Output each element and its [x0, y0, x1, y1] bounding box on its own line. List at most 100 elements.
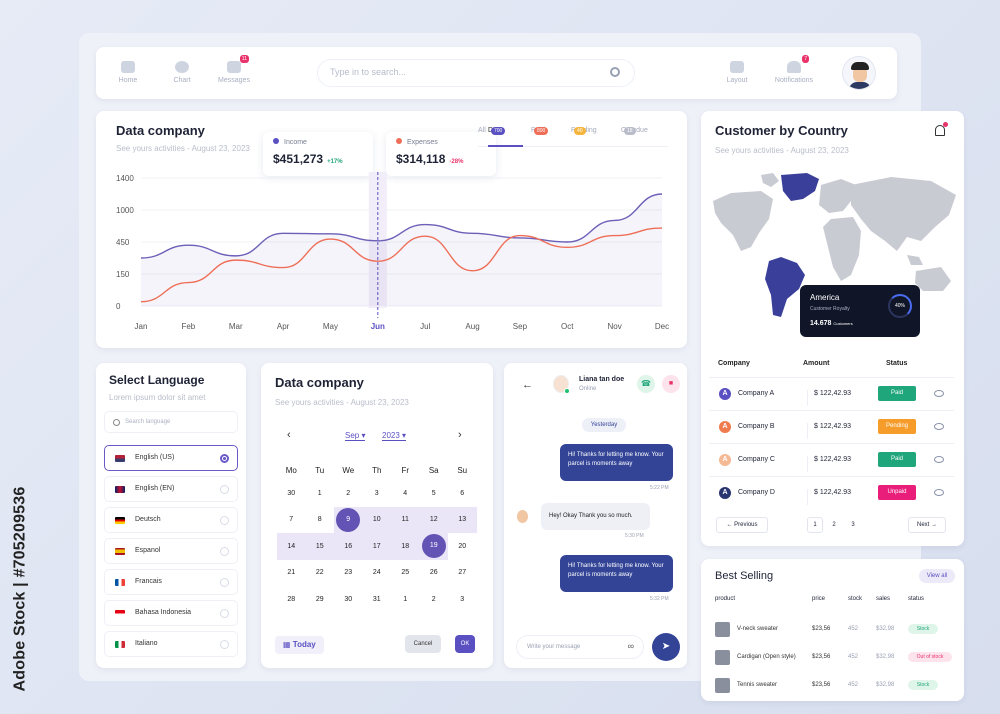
- calendar-day[interactable]: 1: [317, 489, 322, 497]
- calendar-day[interactable]: 12: [419, 506, 448, 533]
- calendar-day[interactable]: 3: [374, 489, 379, 497]
- calendar-day[interactable]: 28: [287, 595, 296, 603]
- video-call-button[interactable]: ■: [662, 375, 680, 393]
- calendar-day[interactable]: 5: [431, 489, 436, 497]
- calendar-day[interactable]: 31: [372, 595, 381, 603]
- eye-icon[interactable]: [934, 456, 944, 463]
- calendar-day[interactable]: 4: [403, 489, 408, 497]
- calendar-day[interactable]: 3: [460, 595, 465, 603]
- nav-messages[interactable]: 11 Messages: [218, 55, 250, 84]
- calendar-day[interactable]: 26: [429, 569, 438, 577]
- calendar-day[interactable]: 7: [289, 516, 294, 524]
- search-icon: [113, 419, 120, 426]
- language-option[interactable]: English (EN): [104, 476, 238, 502]
- product-row[interactable]: Cardigan (Open style) $23,56 452 $32,98 Out …: [701, 645, 964, 672]
- search-icon[interactable]: [610, 67, 620, 77]
- calendar-day[interactable]: 20: [458, 542, 467, 550]
- calendar-day[interactable]: 18: [391, 533, 420, 560]
- language-search-input[interactable]: Search language: [104, 411, 238, 433]
- search-input[interactable]: Type in to search...: [318, 60, 634, 86]
- calendar-day[interactable]: 22: [315, 569, 324, 577]
- product-stock: 452: [848, 626, 859, 632]
- previous-page-button[interactable]: ← Previous: [716, 517, 768, 533]
- attachment-icon[interactable]: ∞: [627, 641, 634, 651]
- calendar-day-selected[interactable]: 9: [334, 506, 363, 533]
- phone-icon: ☎: [641, 379, 651, 388]
- calendar-day[interactable]: 1: [403, 595, 408, 603]
- eye-icon[interactable]: [934, 489, 944, 496]
- language-option[interactable]: English (US): [104, 445, 238, 471]
- calendar-day[interactable]: 2: [346, 489, 351, 497]
- language-option[interactable]: Bahasa Indonesia: [104, 600, 238, 626]
- calendar-day[interactable]: 13: [448, 506, 477, 533]
- calendar-day-selected[interactable]: 19: [419, 533, 448, 560]
- radio-button[interactable]: [220, 485, 229, 494]
- flag-icon: [115, 548, 125, 555]
- calendar-day[interactable]: 23: [344, 569, 353, 577]
- calendar-day[interactable]: 2: [431, 595, 436, 603]
- prev-month-button[interactable]: ‹: [287, 429, 291, 441]
- calendar-day[interactable]: 10: [362, 506, 391, 533]
- message-input[interactable]: Write your message ∞: [516, 635, 644, 659]
- calendar-title: Data company: [275, 375, 364, 390]
- flag-icon: [115, 610, 125, 617]
- product-price: $23,56: [812, 654, 831, 660]
- alert-bell-icon[interactable]: [935, 122, 948, 136]
- calendar-day[interactable]: 6: [460, 489, 465, 497]
- user-avatar[interactable]: [842, 56, 876, 90]
- month-select[interactable]: Sep ▾: [345, 431, 366, 441]
- nav-chart[interactable]: Chart: [157, 57, 207, 84]
- calendar-day[interactable]: 16: [334, 533, 363, 560]
- radio-button[interactable]: [220, 640, 229, 649]
- radio-button[interactable]: [220, 609, 229, 618]
- calendar-day[interactable]: 8: [317, 516, 322, 524]
- nav-notifications[interactable]: 7 Notifications: [774, 55, 814, 84]
- calendar-day[interactable]: 30: [287, 489, 296, 497]
- product-row[interactable]: V-neck sweater $23,56 452 $32,98 Stock: [701, 617, 964, 644]
- radio-button[interactable]: [220, 516, 229, 525]
- stock-status-badge: Out of stock: [908, 652, 952, 662]
- calendar-day[interactable]: 29: [315, 595, 324, 603]
- calendar-day[interactable]: 21: [287, 569, 296, 577]
- radio-button[interactable]: [220, 578, 229, 587]
- weekday-label: Sa: [428, 465, 439, 475]
- today-button[interactable]: ▦ Today: [275, 636, 324, 654]
- page-2-button[interactable]: 2: [832, 522, 836, 528]
- calendar-day[interactable]: 30: [344, 595, 353, 603]
- cancel-button[interactable]: Cancel: [405, 635, 441, 653]
- radio-button[interactable]: [220, 547, 229, 556]
- next-page-button[interactable]: Next →: [908, 517, 946, 533]
- calendar-day[interactable]: 25: [401, 569, 410, 577]
- language-option[interactable]: Francais: [104, 569, 238, 595]
- eye-icon[interactable]: [934, 390, 944, 397]
- calendar-day[interactable]: 15: [305, 533, 334, 560]
- home-icon: [121, 61, 135, 73]
- x-tick-label: Apr: [277, 322, 290, 331]
- weekday-label: We: [342, 465, 355, 475]
- eye-icon[interactable]: [934, 423, 944, 430]
- page-1-button[interactable]: 1: [807, 517, 823, 533]
- calendar-day[interactable]: 14: [277, 533, 306, 560]
- calendar-day[interactable]: 17: [362, 533, 391, 560]
- status-badge: Paid: [878, 452, 916, 467]
- flag-icon: [115, 486, 125, 493]
- phone-call-button[interactable]: ☎: [637, 375, 655, 393]
- ok-button[interactable]: OK: [455, 635, 475, 653]
- product-stock: 452: [848, 682, 859, 688]
- nav-home[interactable]: Home: [103, 57, 153, 84]
- year-select[interactable]: 2023 ▾: [382, 431, 407, 441]
- back-arrow-icon[interactable]: ←: [522, 379, 533, 391]
- language-option[interactable]: Italiano: [104, 631, 238, 657]
- calendar-day[interactable]: 24: [372, 569, 381, 577]
- language-option[interactable]: Espanol: [104, 538, 238, 564]
- page-3-button[interactable]: 3: [851, 522, 855, 528]
- radio-button[interactable]: [220, 454, 229, 463]
- language-option[interactable]: Deutsch: [104, 507, 238, 533]
- calendar-day[interactable]: 11: [391, 506, 420, 533]
- nav-layout[interactable]: Layout: [712, 57, 762, 84]
- send-button[interactable]: ➤: [652, 633, 680, 661]
- product-row[interactable]: Tennis sweater $23,56 452 $32,98 Stock: [701, 673, 964, 700]
- view-all-button[interactable]: View all: [919, 569, 955, 583]
- calendar-day[interactable]: 27: [458, 569, 467, 577]
- next-month-button[interactable]: ›: [458, 429, 462, 441]
